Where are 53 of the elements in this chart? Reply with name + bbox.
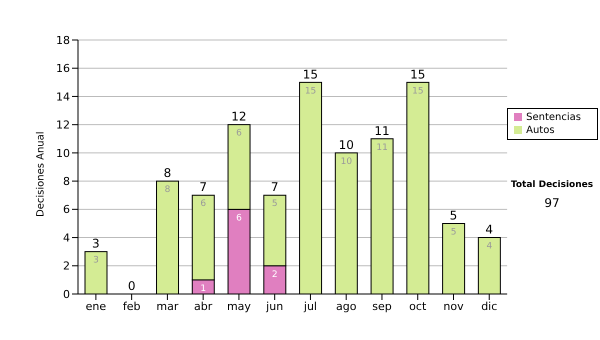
data-label: 15 [304,86,316,96]
y-axis-title: Decisiones Anual [36,131,47,217]
data-label: 2 [272,270,278,280]
y-tick-label: 14 [56,90,70,104]
total-label: 8 [164,166,172,180]
x-tick-label: ago [336,300,357,313]
total-label: 7 [199,180,207,194]
data-label: 3 [93,256,99,266]
data-label: 11 [376,142,388,153]
total-label: 15 [302,67,318,82]
y-tick-label: 10 [56,146,70,160]
total-label: 15 [410,67,426,82]
total-label: 0 [128,279,136,293]
x-tick-label: abr [194,300,213,313]
x-tick-label: jun [265,300,284,313]
y-tick-label: 12 [56,118,70,132]
data-label: 5 [272,199,278,210]
data-label: 15 [412,86,424,96]
y-tick-label: 16 [56,62,70,76]
x-tick-label: may [226,300,252,313]
total-label: 3 [92,236,100,251]
x-tick-label: sep [372,300,392,313]
total-label: 12 [231,110,247,124]
data-label: 6 [200,199,206,210]
data-label: 10 [340,156,352,167]
data-label: 5 [450,227,456,238]
data-label: 6 [236,213,242,224]
x-tick-label: mar [156,300,179,313]
total-label: 10 [338,138,354,152]
y-tick-label: 4 [63,231,70,244]
y-tick-label: 6 [63,203,70,216]
text: Total Decisiones [510,180,594,190]
x-tick-label: oct [409,300,427,313]
data-label: 4 [486,242,492,252]
total-label: 4 [485,222,494,237]
total-label: 11 [374,124,390,138]
x-tick-label: nov [443,300,464,313]
y-tick-label: 0 [63,288,70,301]
data-label: 8 [164,185,171,196]
legend-label: Autos [526,125,555,136]
y-tick-label: 8 [63,175,70,188]
total-label: 5 [450,208,458,222]
y-tick-label: 18 [56,34,70,47]
x-tick-label: feb [122,300,140,313]
data-label: 6 [236,128,242,139]
x-tick-label: dic [481,300,498,313]
x-tick-label: ene [86,300,106,313]
x-tick-label: jul [302,300,317,313]
text: 97 [543,196,561,210]
data-label: 1 [200,284,206,294]
y-tick-label: 2 [63,260,70,273]
total-label: 7 [270,180,279,194]
legend-label: Sentencias [526,112,581,123]
